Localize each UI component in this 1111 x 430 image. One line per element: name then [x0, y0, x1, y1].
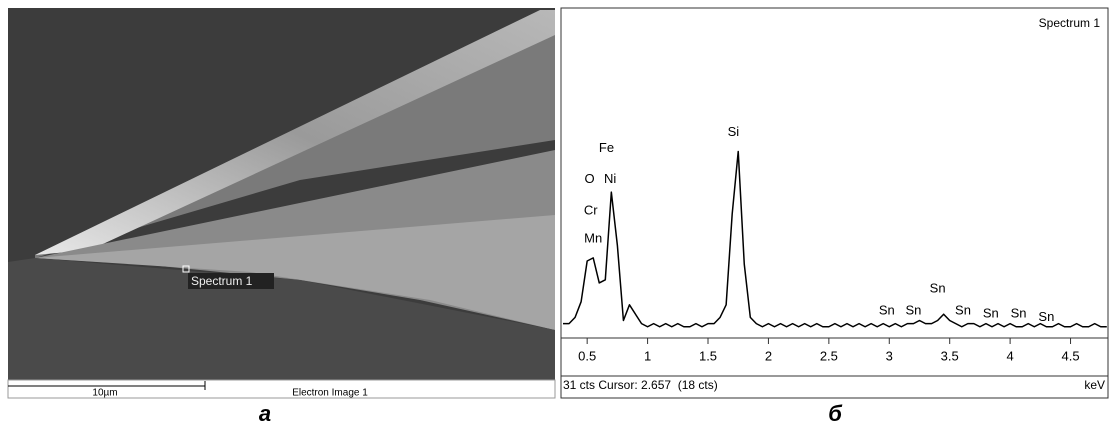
peak-label: Sn: [983, 306, 999, 321]
x-tick-label: 1: [644, 348, 651, 363]
peak-label: Sn: [955, 303, 971, 318]
panel-caption: а: [259, 401, 271, 426]
x-tick-label: 4.5: [1061, 348, 1079, 363]
peak-label: O: [585, 171, 595, 186]
x-tick-label: 2.5: [820, 348, 838, 363]
peak-label: Cr: [584, 202, 598, 217]
x-tick-label: 3.5: [941, 348, 959, 363]
x-tick-label: 2: [765, 348, 772, 363]
marker-label: Spectrum 1: [191, 274, 253, 288]
peak-label: Ni: [604, 171, 616, 186]
peak-label: Si: [728, 124, 740, 139]
info-bar: [8, 380, 555, 398]
image-label: Electron Image 1: [292, 388, 368, 399]
figure: Spectrum 1 10µm Electron Image 1 а Spect…: [0, 0, 1111, 430]
peak-label: Sn: [1038, 309, 1054, 324]
x-axis-label: keV: [1084, 378, 1105, 392]
scale-label: 10µm: [92, 388, 117, 399]
peak-label: Mn: [584, 231, 602, 246]
sem-image: Spectrum 1: [8, 8, 555, 380]
x-tick-label: 4: [1007, 348, 1014, 363]
panel-caption: б: [828, 401, 843, 426]
spectrum-frame: [561, 8, 1108, 398]
x-tick-label: 0.5: [578, 348, 596, 363]
peak-label: Sn: [905, 303, 921, 318]
peak-label: Fe: [599, 140, 614, 155]
chart-title: Spectrum 1: [1039, 16, 1101, 30]
x-tick-label: 3: [886, 348, 893, 363]
peak-label: Sn: [930, 281, 946, 296]
peak-label: Sn: [1011, 306, 1027, 321]
x-tick-label: 1.5: [699, 348, 717, 363]
peak-label: Sn: [879, 303, 895, 318]
status-text: 31 cts Cursor: 2.657 (18 cts): [563, 378, 718, 392]
